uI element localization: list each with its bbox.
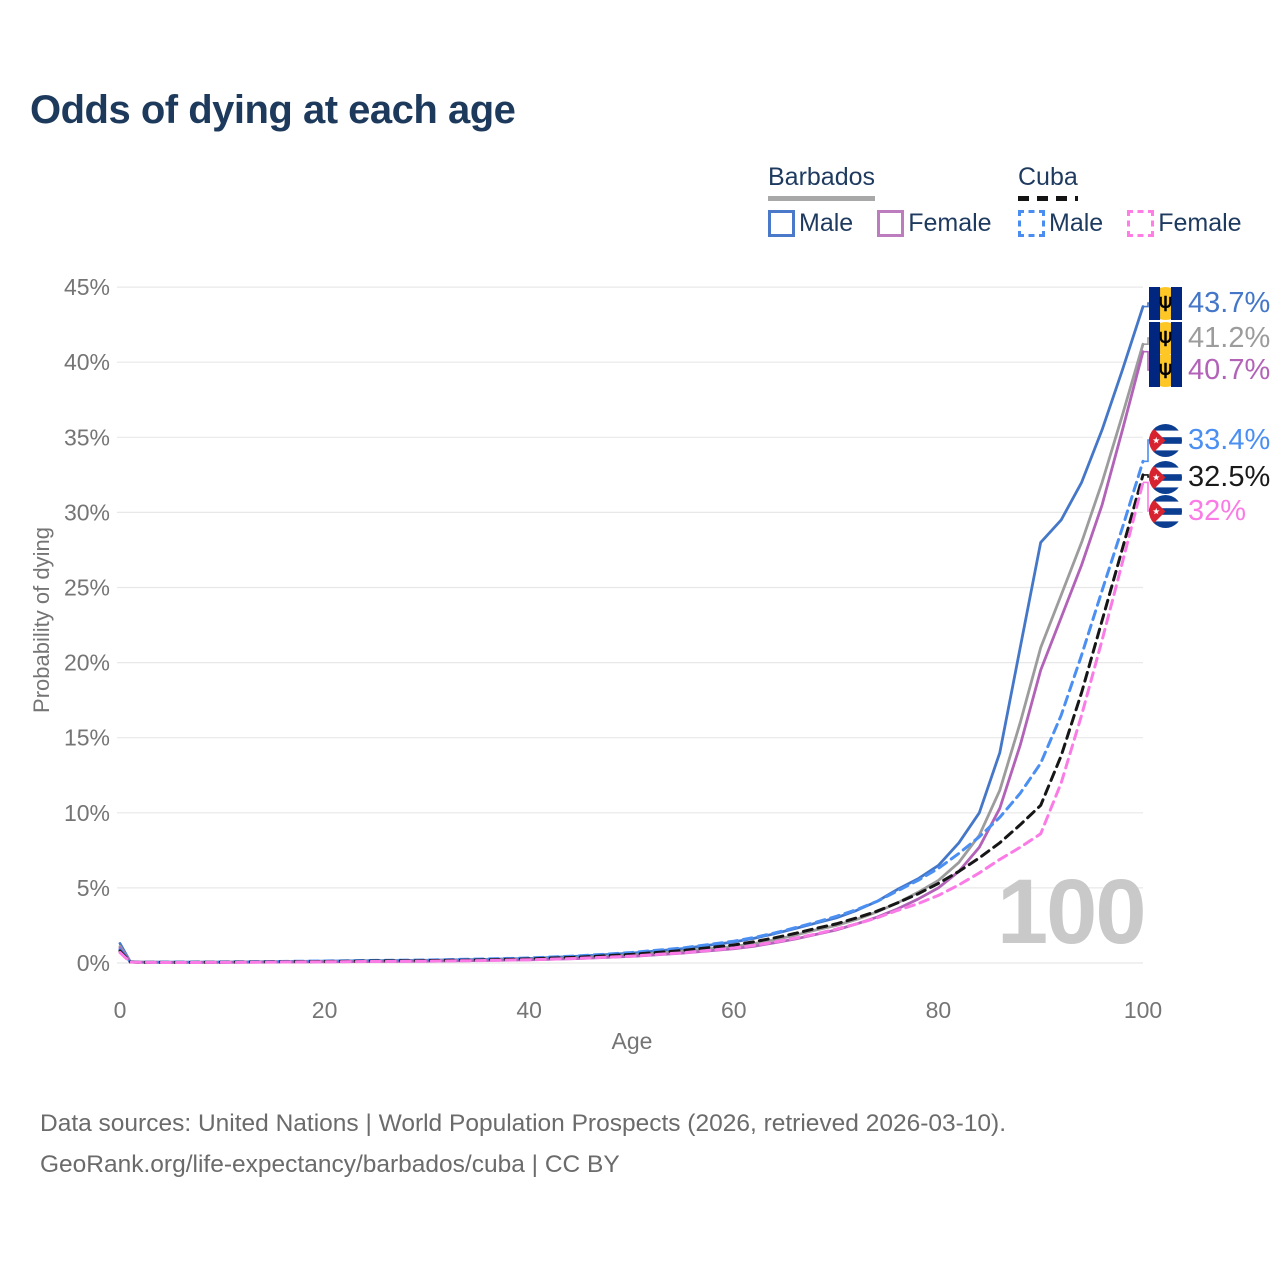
legend-item-label: Female [1158, 209, 1242, 237]
legend-item-label: Male [1049, 209, 1104, 237]
y-tick-label-25%: 25% [64, 575, 110, 601]
legend-underline-solid [768, 196, 876, 201]
cuba-flag-icon [1149, 423, 1182, 457]
end-label-barbados-male: 43.7% [1149, 286, 1270, 320]
footer-line-1: Data sources: United Nations | World Pop… [40, 1110, 1007, 1137]
cuba-flag-icon [1149, 460, 1182, 494]
legend-country-label: Cuba [1018, 163, 1078, 191]
end-label-value: 32.5% [1188, 460, 1271, 493]
x-axis-title: Age [611, 1028, 653, 1054]
end-label-barbados-total: 41.2% [1149, 321, 1270, 355]
y-tick-label-45%: 45% [64, 274, 110, 300]
legend-underline-dashed [1018, 196, 1078, 201]
x-tick-label-20: 20 [312, 997, 338, 1023]
end-label-cuba-male: 33.4% [1149, 423, 1270, 457]
barbados-flag-icon [1149, 286, 1182, 320]
y-tick-label-5%: 5% [77, 875, 110, 901]
y-tick-label-30%: 30% [64, 499, 110, 525]
legend-swatch-cuba-male [1018, 210, 1045, 237]
x-tick-label-80: 80 [926, 997, 952, 1023]
series-line-barbados-female [118, 350, 1145, 964]
x-tick-label-60: 60 [721, 997, 747, 1023]
legend-row-cuba: Male Female [1018, 209, 1242, 238]
y-tick-label-0%: 0% [77, 950, 110, 976]
legend-item-barbados-female[interactable]: Female [877, 209, 992, 238]
y-tick-label-40%: 40% [64, 349, 110, 375]
end-label-barbados-female: 40.7% [1149, 353, 1270, 387]
footer-line-2: GeoRank.org/life-expectancy/barbados/cub… [40, 1151, 620, 1178]
legend-country-barbados[interactable]: Barbados [768, 163, 876, 201]
legend-country-label: Barbados [768, 163, 876, 191]
y-tick-label-35%: 35% [64, 424, 110, 450]
legend-country-cuba[interactable]: Cuba [1018, 163, 1078, 201]
legend-swatch-barbados-male [768, 210, 795, 237]
legend-item-label: Female [908, 209, 992, 237]
page-title: Odds of dying at each age [30, 88, 516, 132]
legend-item-label: Male [799, 209, 854, 237]
y-tick-label-10%: 10% [64, 800, 110, 826]
x-tick-label-100: 100 [1124, 997, 1162, 1023]
legend-row-barbados: Male Female [768, 209, 992, 238]
series-line-cuba-female [118, 480, 1145, 964]
end-label-value: 33.4% [1188, 423, 1271, 456]
legend-item-cuba-female[interactable]: Female [1127, 209, 1242, 238]
y-axis-title: Probability of dying [29, 527, 54, 713]
end-label-cuba-female: 32% [1149, 494, 1246, 528]
legend-item-barbados-male[interactable]: Male [768, 209, 853, 238]
x-tick-label-40: 40 [516, 997, 542, 1023]
barbados-flag-icon [1149, 353, 1182, 387]
age-watermark: 100 [997, 861, 1146, 963]
barbados-flag-icon [1149, 321, 1182, 355]
legend-swatch-barbados-female [877, 210, 905, 237]
legend-group-cuba: Cuba Male Female [1018, 163, 1242, 238]
legend-group-barbados: Barbados Male Female [768, 163, 992, 238]
x-tick-label-0: 0 [114, 997, 127, 1023]
data-source-footer: Data sources: United Nations | World Pop… [40, 1103, 1006, 1185]
legend-swatch-cuba-female [1127, 210, 1155, 237]
series-line-barbados-male [118, 305, 1145, 964]
end-label-value: 32% [1188, 494, 1247, 527]
series-line-cuba-male [118, 459, 1145, 964]
series-line-cuba-total [118, 473, 1145, 964]
end-label-value: 41.2% [1188, 321, 1271, 354]
end-label-value: 40.7% [1188, 353, 1271, 386]
cuba-flag-icon [1149, 494, 1182, 528]
end-label-value: 43.7% [1188, 286, 1271, 319]
legend-item-cuba-male[interactable]: Male [1018, 209, 1103, 238]
y-tick-label-20%: 20% [64, 650, 110, 676]
end-label-cuba-total: 32.5% [1149, 460, 1270, 494]
y-tick-label-15%: 15% [64, 725, 110, 751]
